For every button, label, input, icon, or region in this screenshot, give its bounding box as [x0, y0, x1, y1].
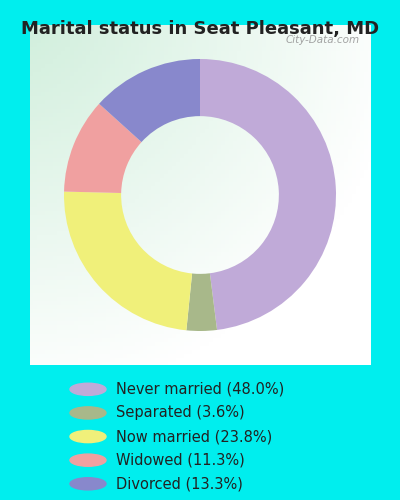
- Circle shape: [70, 407, 106, 419]
- Wedge shape: [186, 274, 217, 331]
- Wedge shape: [64, 192, 192, 330]
- Text: Never married (48.0%): Never married (48.0%): [116, 382, 284, 397]
- Circle shape: [70, 454, 106, 466]
- Wedge shape: [64, 104, 142, 193]
- Text: Now married (23.8%): Now married (23.8%): [116, 429, 272, 444]
- Text: Widowed (11.3%): Widowed (11.3%): [116, 452, 245, 468]
- Text: Divorced (13.3%): Divorced (13.3%): [116, 476, 243, 492]
- Wedge shape: [99, 59, 200, 142]
- Circle shape: [70, 478, 106, 490]
- Circle shape: [70, 430, 106, 442]
- Text: Marital status in Seat Pleasant, MD: Marital status in Seat Pleasant, MD: [21, 20, 379, 38]
- Text: Separated (3.6%): Separated (3.6%): [116, 406, 245, 420]
- Text: City-Data.com: City-Data.com: [286, 35, 360, 45]
- Circle shape: [70, 383, 106, 396]
- Wedge shape: [200, 59, 336, 330]
